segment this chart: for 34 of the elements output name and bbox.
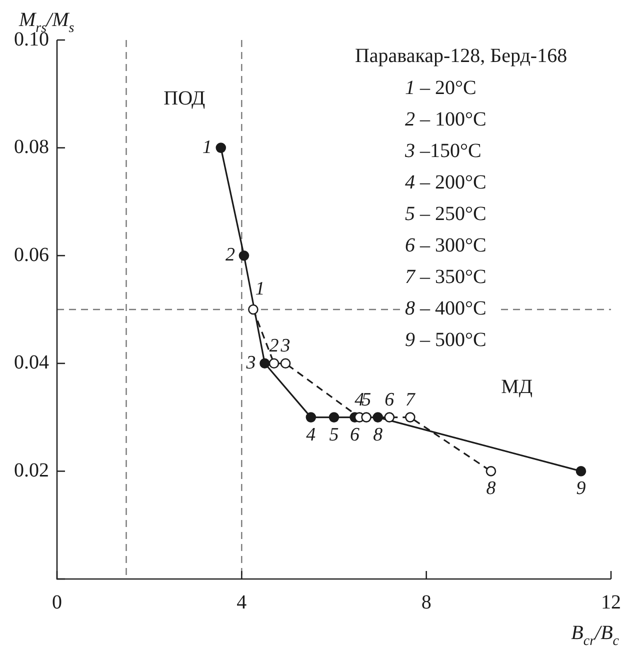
annotation: 1 – 20°C: [405, 77, 476, 99]
y-tick-label: 0.06: [14, 244, 49, 266]
annotation: 9 – 500°C: [405, 329, 486, 351]
annotation: 7 – 350°C: [405, 266, 486, 288]
annotation: 8: [373, 424, 384, 446]
annotation: 3 –150°C: [404, 140, 482, 162]
annotation: 5: [329, 424, 339, 446]
annotation: 9: [576, 478, 586, 500]
annotation: 3: [245, 352, 256, 374]
annotation: 6: [350, 424, 360, 446]
x-tick-label: 12: [601, 591, 621, 614]
annotation: МД: [501, 376, 533, 398]
annotation: 8 – 400°C: [405, 298, 486, 320]
annotation: 6: [384, 389, 395, 410]
annotation: 4 – 200°C: [405, 172, 486, 194]
x-tick-label: 8: [421, 591, 432, 614]
y-tick-label: 0.04: [14, 352, 49, 374]
annotation: 1: [255, 278, 265, 300]
y-tick-label: 0.02: [14, 459, 49, 482]
annotation: 3: [280, 335, 290, 356]
x-tick-label: 0: [52, 591, 62, 614]
annotation: 7: [405, 389, 416, 410]
annotation: 2: [269, 335, 280, 356]
annotation: 8: [486, 478, 496, 500]
legend-title: Паравакар-128, Берд-168: [354, 45, 568, 67]
y-tick-label: 0.08: [14, 136, 49, 158]
annotation: 4: [306, 424, 316, 446]
annotation: 2 – 100°C: [405, 108, 486, 130]
annotation: ПОД: [164, 88, 206, 110]
annotation: 6 – 300°C: [405, 234, 486, 256]
annotation: 5 – 250°C: [405, 203, 486, 225]
annotation: 1: [202, 136, 212, 158]
x-tick-label: 4: [236, 591, 247, 614]
annotation: 2: [225, 244, 236, 266]
